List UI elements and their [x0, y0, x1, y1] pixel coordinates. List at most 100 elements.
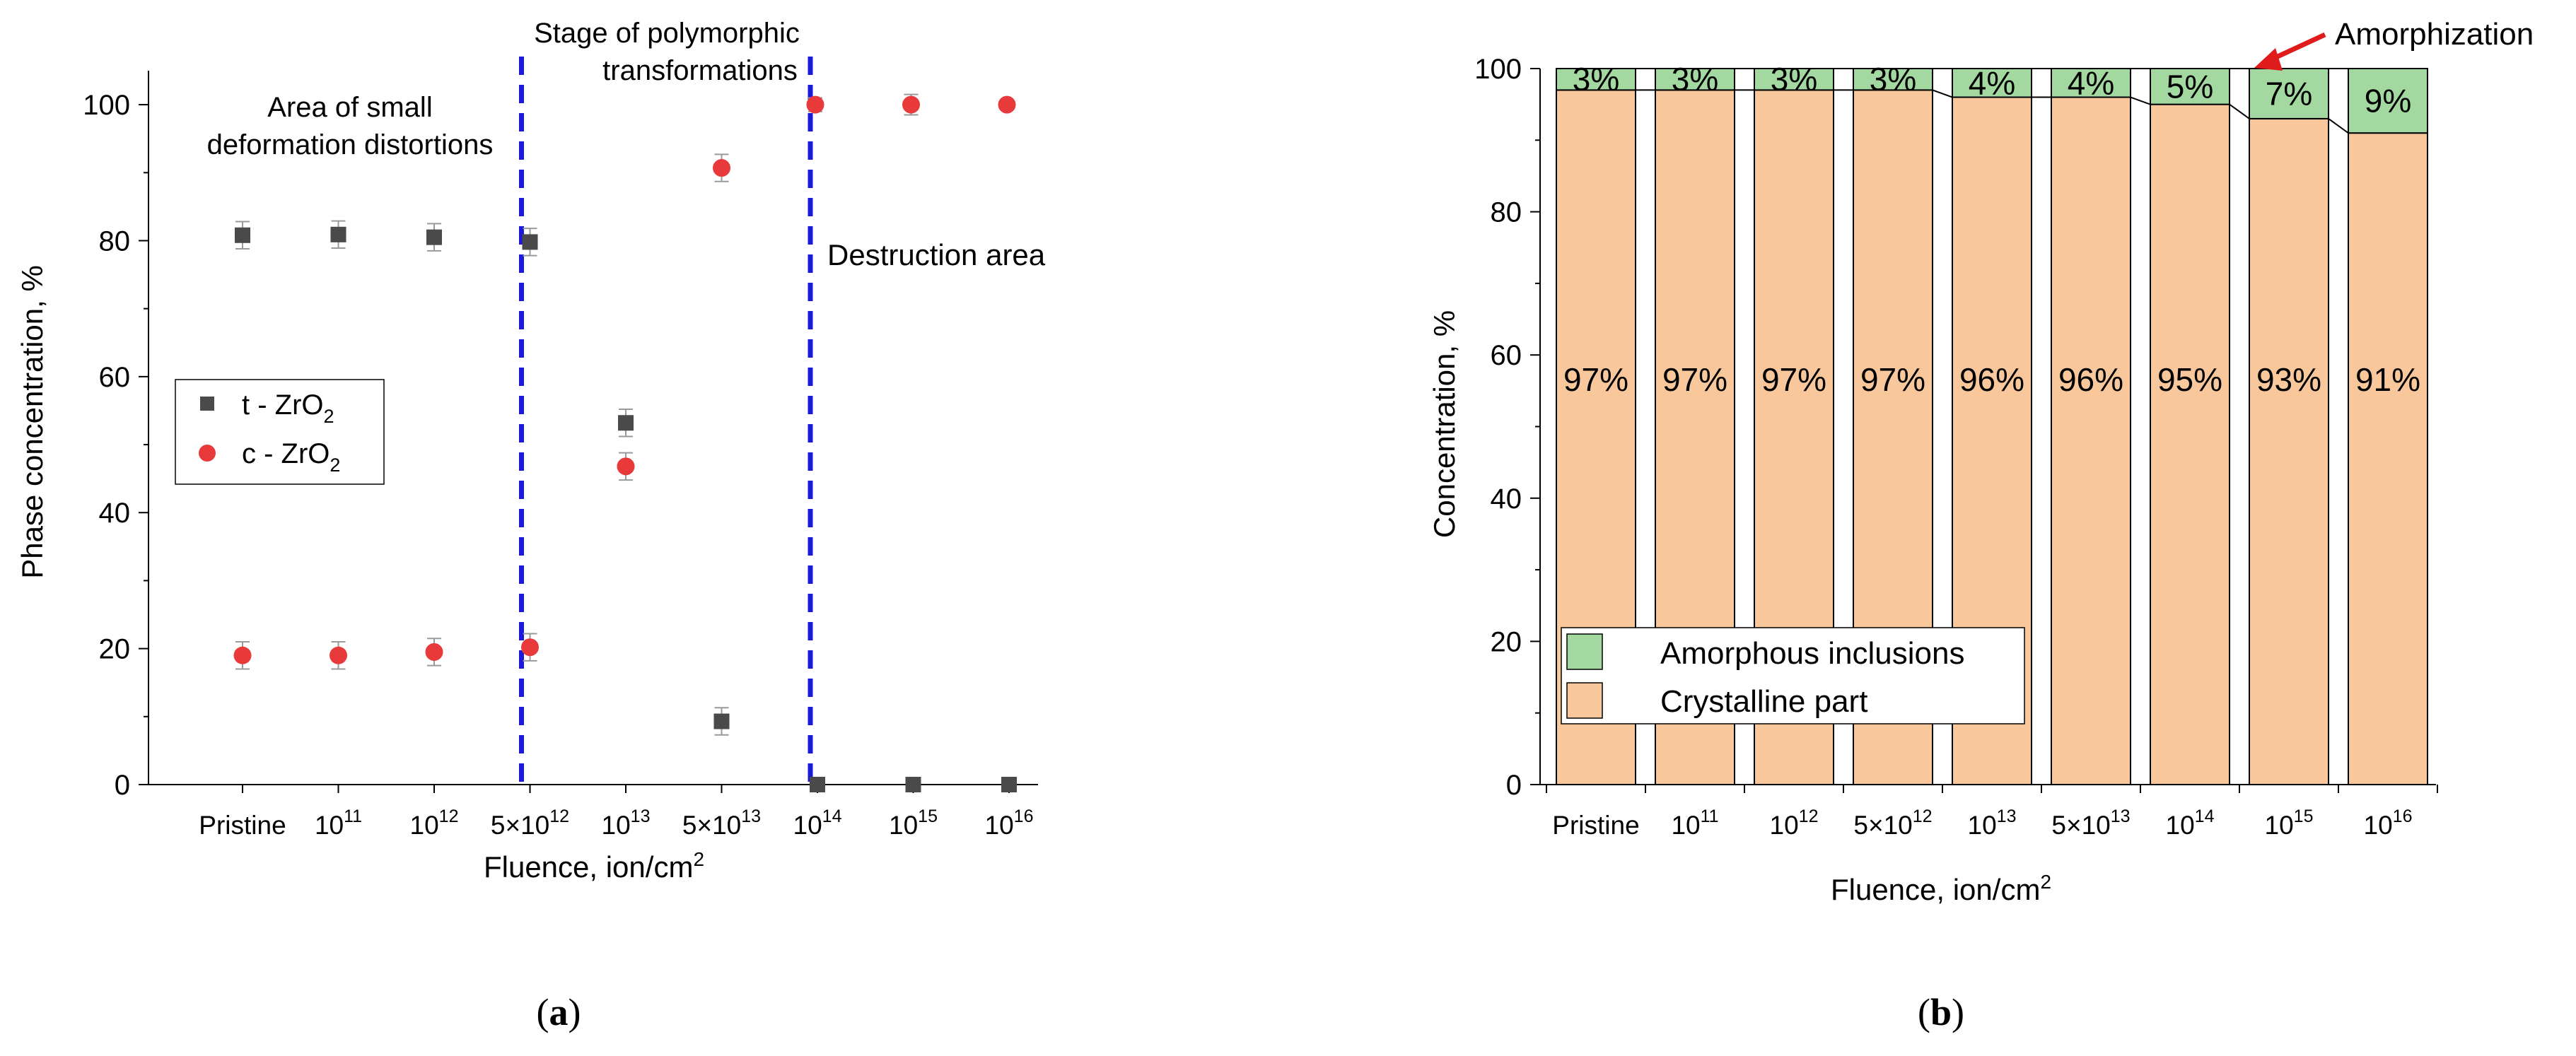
annotation-small-deformation-line2: deformation distortions	[207, 129, 494, 160]
chart-b-legend: Amorphous inclusions Crystalline part	[1561, 627, 2025, 724]
chart-b-label-amorphous: 7%	[2266, 75, 2312, 112]
chart-b-bar-amorphous	[2348, 68, 2428, 134]
chart-a-point-c-zro2	[425, 643, 443, 661]
chart-b-annotation-amorphization: Amorphization	[2335, 17, 2534, 52]
chart-b-bar-amorphous	[2150, 68, 2230, 105]
chart-a-y-tick-label: 100	[83, 90, 130, 121]
chart-b-label-amorphous: 4%	[1969, 64, 2015, 101]
chart-b-bar-amorphous	[2249, 68, 2329, 119]
chart-b-x-tick-label: 5×1012	[1853, 806, 1932, 840]
chart-a-x-tick-label: 1014	[793, 806, 842, 840]
chart-a-x-tick-label: 1012	[410, 806, 459, 840]
chart-a-x-tick-label: 1015	[889, 806, 938, 840]
chart-b-x-tick-label: 1015	[2265, 806, 2314, 840]
chart-b-label-crystalline: 96%	[2058, 361, 2123, 398]
chart-b-label-crystalline: 97%	[1860, 361, 1925, 398]
chart-a-x-axis-label: Fluence, ion/cm2	[484, 848, 704, 884]
chart-b-bar-crystalline	[2150, 103, 2230, 785]
chart-b-x-tick-label: 1016	[2364, 806, 2413, 840]
chart-b-label-amorphous: 5%	[2167, 68, 2213, 105]
chart-b-label-crystalline: 95%	[2157, 361, 2222, 398]
chart-a-legend: t - ZrO2 c - ZrO2	[175, 379, 385, 485]
chart-a-y-tick-label: 40	[99, 498, 131, 529]
chart-b-label-crystalline: 93%	[2256, 361, 2321, 398]
chart-b-bar-amorphous	[1655, 68, 1735, 91]
legend-marker-c-zro2	[199, 445, 216, 462]
chart-a-y-tick-label: 20	[99, 634, 131, 665]
annotation-small-deformation-line1: Area of small	[267, 92, 432, 123]
chart-b-bar-amorphous	[1754, 68, 1834, 91]
chart-b-label-amorphous: 3%	[1672, 61, 1718, 98]
chart-b-connector-crystalline	[1932, 89, 1953, 98]
chart-b-y-axis-label: Concentration, %	[1428, 310, 1461, 538]
annotation-polymorphic-line1: Stage of polymorphic	[534, 18, 800, 49]
chart-b-x-tick-label: 1012	[1770, 806, 1819, 840]
chart-b-bar-amorphous	[1556, 68, 1636, 91]
chart-a-y-tick-label: 80	[99, 225, 131, 257]
chart-a-axes: 0 20 40 60 80 100 Pristine 1011 1012 5×1012 1013 5×…	[83, 71, 1038, 840]
chart-a-series-t-zro2	[235, 220, 1017, 792]
chart-a-x-tick-label: 1013	[602, 806, 651, 840]
chart-b-x-axis-label: Fluence, ion/cm2	[1831, 871, 2051, 906]
legend-label-c-zro2: c - ZrO2	[242, 438, 340, 476]
chart-a-point-t-zro2	[1001, 777, 1017, 792]
chart-a-point-c-zro2	[330, 646, 347, 664]
annotation-destruction: Destruction area	[827, 238, 1046, 271]
chart-a-annotations: Area of small deformation distortions St…	[207, 18, 1046, 271]
chart-b-bar-amorphous	[1952, 68, 2032, 98]
chart-a-series-c-zro2	[233, 93, 1016, 670]
amorphization-arrow	[2254, 32, 2326, 71]
chart-b-label-amorphous: 3%	[1870, 61, 1916, 98]
chart-a-point-t-zro2	[618, 415, 634, 431]
chart-a-point-c-zro2	[233, 646, 252, 664]
chart-a-point-c-zro2	[806, 95, 824, 114]
legend-swatch-crystalline	[1566, 682, 1603, 719]
chart-a: Phase concentration, % Fluence, ion/cm2 …	[16, 18, 1046, 884]
chart-b-x-tick-label: 5×1013	[2051, 806, 2130, 840]
chart-a-point-t-zro2	[905, 777, 921, 792]
chart-b-y-tick-label: 60	[1491, 340, 1522, 371]
chart-b-y-tick-label: 0	[1506, 770, 1522, 801]
chart-a-point-c-zro2	[521, 638, 539, 657]
chart-b-bar-crystalline	[2249, 117, 2329, 786]
chart-b-connector-crystalline	[2328, 118, 2349, 134]
chart-b-x-tick-label: Pristine	[1552, 811, 1639, 840]
chart-a-point-c-zro2	[998, 95, 1016, 114]
chart-a-point-t-zro2	[810, 777, 825, 792]
chart-a-x-tick-label: 5×1012	[491, 806, 569, 840]
chart-b-bar-amorphous	[2051, 68, 2131, 98]
chart-b-y-tick-label: 40	[1491, 483, 1522, 515]
chart-a-y-tick-label: 0	[115, 770, 130, 801]
chart-a-point-t-zro2	[713, 713, 730, 729]
amorphization-arrow-head	[2254, 48, 2283, 71]
chart-a-point-t-zro2	[522, 234, 538, 250]
legend-label-crystalline: Crystalline part	[1660, 684, 1867, 719]
legend-marker-t-zro2	[200, 397, 214, 411]
chart-b-label-crystalline: 97%	[1563, 361, 1628, 398]
chart-b-label-crystalline: 96%	[1959, 361, 2024, 398]
legend-swatch-amorphous	[1566, 633, 1603, 670]
chart-b-connector-crystalline	[2229, 103, 2250, 119]
chart-b-bar-crystalline	[2051, 96, 2131, 785]
chart-b-x-tick-label: 1011	[1671, 806, 1718, 840]
chart-b-label-amorphous: 9%	[2365, 83, 2411, 119]
chart-a-y-axis-label: Phase concentration, %	[16, 265, 49, 579]
chart-b-bar-amorphous	[1853, 68, 1933, 91]
chart-a-x-tick-label: 5×1013	[682, 806, 761, 840]
chart-b-label-crystalline: 91%	[2355, 361, 2420, 398]
chart-b-label-amorphous: 3%	[1573, 61, 1619, 98]
chart-b-x-tick-label: 1014	[2166, 806, 2215, 840]
panel-b-caption: (b)	[1918, 991, 1964, 1033]
panel-a-caption: (a)	[537, 991, 581, 1033]
chart-b-label-amorphous: 4%	[2068, 64, 2114, 101]
chart-b-y-tick-label: 100	[1474, 54, 1522, 85]
chart-a-x-tick-label: 1011	[315, 806, 362, 840]
chart-b-label-amorphous: 3%	[1771, 61, 1817, 98]
chart-a-y-tick-label: 60	[99, 362, 131, 393]
chart-b-y-tick-label: 80	[1491, 197, 1522, 228]
chart-b: Amorphization Concentration, % Fluence, …	[1428, 17, 2534, 906]
legend-label-amorphous: Amorphous inclusions	[1660, 636, 1964, 671]
chart-b-legend-box	[1561, 627, 2025, 724]
